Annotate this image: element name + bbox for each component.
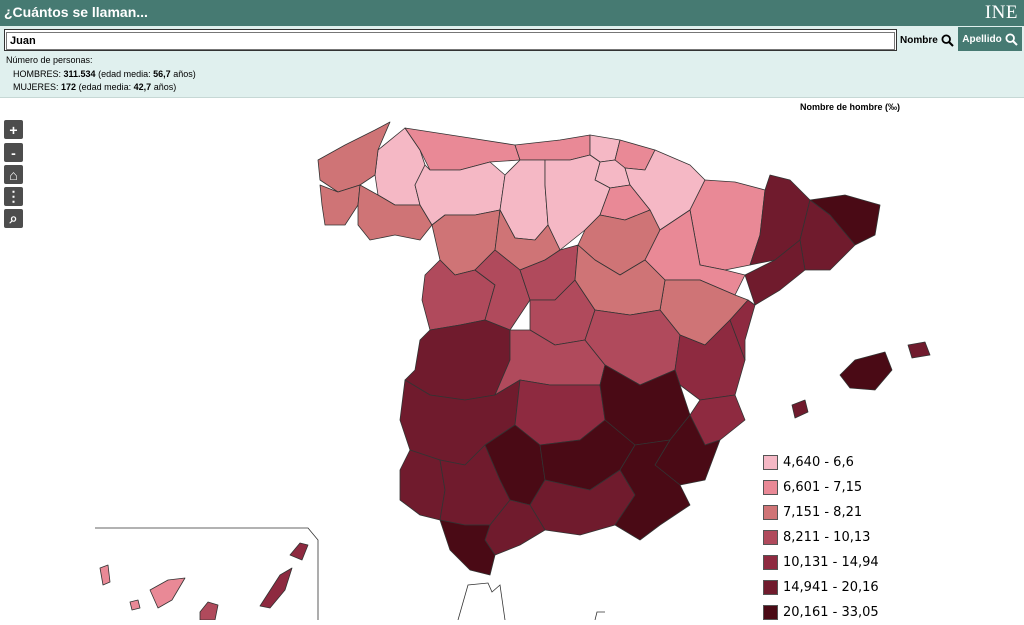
mujeres-edad: 42,7 xyxy=(133,82,152,92)
province-guadalajara[interactable] xyxy=(574,244,666,316)
zoom-in-button[interactable]: + xyxy=(4,120,23,139)
island-tenerife[interactable] xyxy=(149,577,186,609)
province-caceres[interactable] xyxy=(404,319,511,401)
legend-label: 4,640 - 6,6 xyxy=(783,455,854,470)
stats-mujeres-line: MUJERES: 172 (edad media: 42,7 años) xyxy=(6,81,196,95)
mujeres-unit: años) xyxy=(153,82,177,92)
province-cadiz[interactable] xyxy=(439,519,496,576)
algeria-outline xyxy=(594,611,605,620)
mujeres-label: MUJERES: xyxy=(13,82,59,92)
island-menorca[interactable] xyxy=(907,341,931,359)
legend-item: 4,640 - 6,6 xyxy=(763,450,879,475)
zoom-in-icon: + xyxy=(9,121,18,138)
home-button[interactable]: ⌂ xyxy=(4,165,23,184)
zoom-out-button[interactable]: - xyxy=(4,143,23,162)
legend-label: 8,211 - 10,13 xyxy=(783,530,871,545)
legend-swatch xyxy=(763,505,778,520)
island-lanzarote[interactable] xyxy=(289,542,309,561)
mujeres-count: 172 xyxy=(61,82,77,92)
legend-label: 7,151 - 8,21 xyxy=(783,505,863,520)
ine-logo[interactable]: INE xyxy=(984,2,1018,23)
province-tarragona[interactable] xyxy=(744,239,806,306)
apellido-button-label: Apellido xyxy=(962,33,1002,45)
app-title: ¿Cuántos se llaman... xyxy=(4,4,148,20)
island-la-palma[interactable] xyxy=(99,564,111,586)
legend-item: 10,131 - 14,94 xyxy=(763,550,879,575)
legend-item: 7,151 - 8,21 xyxy=(763,500,879,525)
legend-item: 8,211 - 10,13 xyxy=(763,525,879,550)
search-by-nombre-button[interactable]: Nombre xyxy=(900,29,954,51)
legend-swatch xyxy=(763,530,778,545)
search-icon xyxy=(1005,32,1018,46)
hombres-unit: años) xyxy=(173,68,196,79)
nombre-button-label: Nombre xyxy=(900,34,938,46)
canarias-inset-frame xyxy=(95,527,319,620)
island-fuerteventura[interactable] xyxy=(259,567,293,609)
legend-label: 14,941 - 20,16 xyxy=(783,580,879,595)
legend-label: 20,161 - 33,05 xyxy=(783,605,879,620)
legend-swatch xyxy=(763,455,778,470)
hombres-label: HOMBRES: xyxy=(13,68,62,79)
legend-label: 10,131 - 14,94 xyxy=(783,555,879,570)
legend-swatch xyxy=(763,480,778,495)
hombres-edad: 56,7 xyxy=(153,68,171,79)
island-gran-canaria[interactable] xyxy=(199,601,219,620)
legend-item: 20,161 - 33,05 xyxy=(763,600,879,625)
mujeres-edad-label: (edad media: xyxy=(78,82,132,92)
island-gomera[interactable] xyxy=(129,599,141,611)
legend-label: 6,601 - 7,15 xyxy=(783,480,863,495)
map-search-button[interactable]: ⌕ xyxy=(4,209,23,228)
morocco-outline xyxy=(457,582,506,620)
province-castellon[interactable] xyxy=(729,299,756,361)
zoom-out-icon: - xyxy=(11,144,16,161)
hombres-edad-label: (edad media: xyxy=(98,68,151,79)
stats-heading: Número de personas: xyxy=(6,55,93,65)
title-bar: ¿Cuántos se llaman... INE xyxy=(0,0,1024,26)
province-ourense[interactable] xyxy=(357,184,433,241)
search-panel: Nombre Apellido Número de personas: HOMB… xyxy=(0,26,1024,98)
name-search-input[interactable] xyxy=(6,32,895,50)
map-title: Nombre de hombre (‰) xyxy=(799,102,900,112)
more-button[interactable]: ⋮ xyxy=(4,187,23,206)
legend-swatch xyxy=(763,555,778,570)
legend-swatch xyxy=(763,605,778,620)
search-icon xyxy=(941,33,954,47)
search-icon: ⌕ xyxy=(9,210,18,226)
map-legend: 4,640 - 6,6 6,601 - 7,15 7,151 - 8,21 8,… xyxy=(763,450,879,625)
province-cantabria[interactable] xyxy=(514,134,591,161)
stats-hombres-line: HOMBRES: 311.534 (edad media: 56,7 años) xyxy=(6,68,196,82)
legend-swatch xyxy=(763,580,778,595)
province-huelva[interactable] xyxy=(399,449,446,521)
province-a-coruna[interactable] xyxy=(317,121,391,193)
population-stats: Número de personas: HOMBRES: 311.534 (ed… xyxy=(6,54,196,95)
province-almeria[interactable] xyxy=(614,439,691,541)
legend-item: 14,941 - 20,16 xyxy=(763,575,879,600)
search-by-apellido-button[interactable]: Apellido xyxy=(958,27,1022,51)
island-mallorca[interactable] xyxy=(839,351,893,391)
more-icon: ⋮ xyxy=(6,188,21,204)
home-icon: ⌂ xyxy=(9,166,18,183)
search-field-wrapper xyxy=(4,29,897,51)
legend-item: 6,601 - 7,15 xyxy=(763,475,879,500)
hombres-count: 311.534 xyxy=(63,68,96,79)
island-ibiza[interactable] xyxy=(791,399,809,419)
province-pontevedra[interactable] xyxy=(319,184,361,226)
